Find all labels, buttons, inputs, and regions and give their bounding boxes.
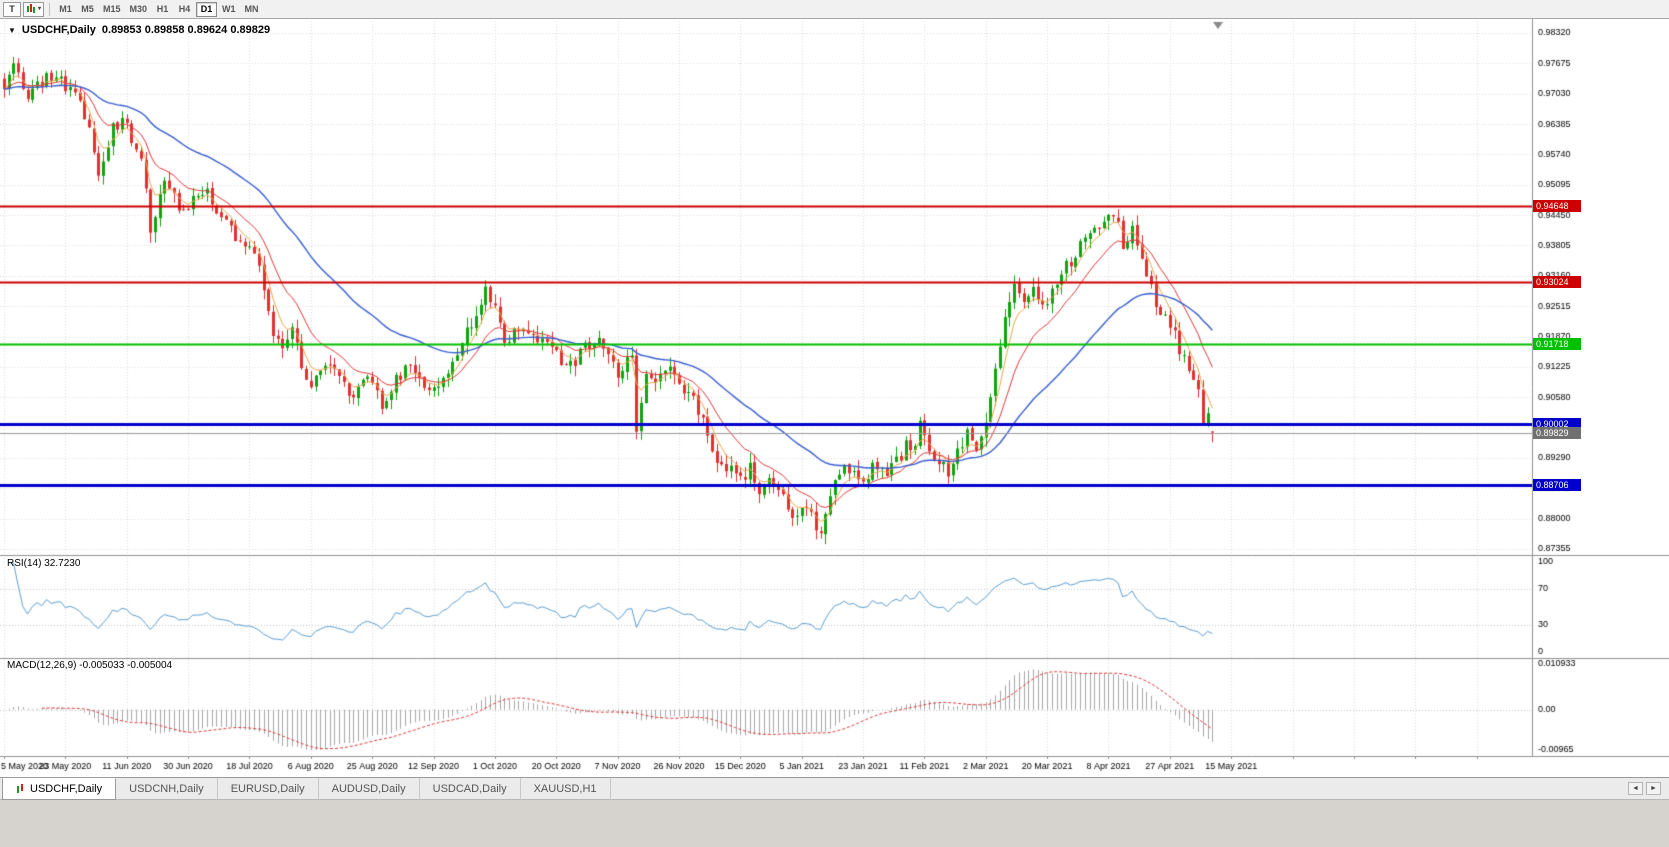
timeframe-button-h4[interactable]: H4 — [174, 2, 195, 17]
candlestick-chart-icon — [16, 784, 25, 794]
timeframe-button-m15[interactable]: M15 — [99, 2, 125, 17]
timeframe-button-m30[interactable]: M30 — [126, 2, 152, 17]
price-level-tag-0.91718[interactable]: 0.91718 — [1533, 337, 1581, 350]
timeframe-button-mn[interactable]: MN — [241, 2, 263, 17]
current-price-tag[interactable]: 0.89829 — [1533, 426, 1581, 439]
tab-eurusd[interactable]: EURUSD,Daily — [218, 778, 319, 800]
tab-audusd[interactable]: AUDUSD,Daily — [319, 778, 420, 800]
toolbar-separator — [49, 2, 51, 16]
macd-indicator-label: MACD(12,26,9) -0.005033 -0.005004 — [7, 660, 173, 671]
timeframe-button-m1[interactable]: M1 — [55, 2, 76, 17]
dropdown-caret-icon: ▾ — [38, 6, 42, 12]
tab-usdcnh[interactable]: USDCNH,Daily — [116, 778, 218, 800]
chart-tabs: USDCHF,Daily USDCNH,Daily EURUSD,Daily AUDU… — [0, 778, 611, 800]
window-bottom-area — [0, 799, 1669, 847]
tab-usdcad[interactable]: USDCAD,Daily — [420, 778, 521, 800]
chart-ohlc-values: 0.89853 0.89858 0.89624 0.89829 — [101, 24, 271, 36]
tab-label: USDCAD,Daily — [432, 783, 507, 795]
timeframe-button-h1[interactable]: H1 — [152, 2, 173, 17]
chart-tabs-bar: USDCHF,Daily USDCNH,Daily EURUSD,Daily AUDU… — [0, 777, 1669, 800]
candlestick-chart-icon — [26, 4, 36, 14]
timeframe-buttons-group: M1 M5 M15 M30 H1 H4 D1 W1 MN — [55, 1, 263, 17]
tab-usdchf[interactable]: USDCHF,Daily — [2, 778, 117, 800]
tabs-scroll-left-button[interactable]: ◄ — [1628, 782, 1643, 795]
tab-label: AUDUSD,Daily — [331, 783, 406, 795]
chart-type-button[interactable]: ▾ — [23, 1, 45, 17]
tab-label: EURUSD,Daily — [230, 783, 305, 795]
timeframe-button-m5[interactable]: M5 — [77, 2, 98, 17]
tabs-scroll-controls: ◄ ► — [1620, 778, 1669, 799]
price-chart-canvas[interactable] — [0, 19, 1669, 777]
chart-toolbar: T ▾ M1 M5 M15 M30 H1 H4 D1 W1 MN — [0, 0, 1669, 19]
tab-label: USDCHF,Daily — [30, 783, 103, 795]
chart-symbol-label: USDCHF,Daily — [21, 24, 96, 36]
chart-title: ▼ USDCHF,Daily 0.89853 0.89858 0.89624 0… — [8, 24, 270, 36]
price-level-tag-0.88706[interactable]: 0.88706 — [1533, 479, 1581, 492]
tabs-scroll-right-button[interactable]: ► — [1646, 782, 1661, 795]
templates-button[interactable]: T — [3, 1, 21, 17]
price-level-tag-0.94648[interactable]: 0.94648 — [1533, 199, 1581, 212]
price-level-tag-0.93024[interactable]: 0.93024 — [1533, 276, 1581, 289]
timeframe-button-d1[interactable]: D1 — [196, 1, 218, 17]
symbol-dropdown-icon[interactable]: ▼ — [8, 25, 16, 35]
rsi-indicator-label: RSI(14) 32.7230 — [7, 558, 81, 569]
tab-label: USDCNH,Daily — [129, 783, 204, 795]
timeframe-button-w1[interactable]: W1 — [218, 2, 240, 17]
tab-xauusd[interactable]: XAUUSD,H1 — [521, 778, 611, 800]
chart-window: ▼ USDCHF,Daily 0.89853 0.89858 0.89624 0… — [0, 19, 1669, 777]
tab-label: XAUUSD,H1 — [533, 783, 597, 795]
